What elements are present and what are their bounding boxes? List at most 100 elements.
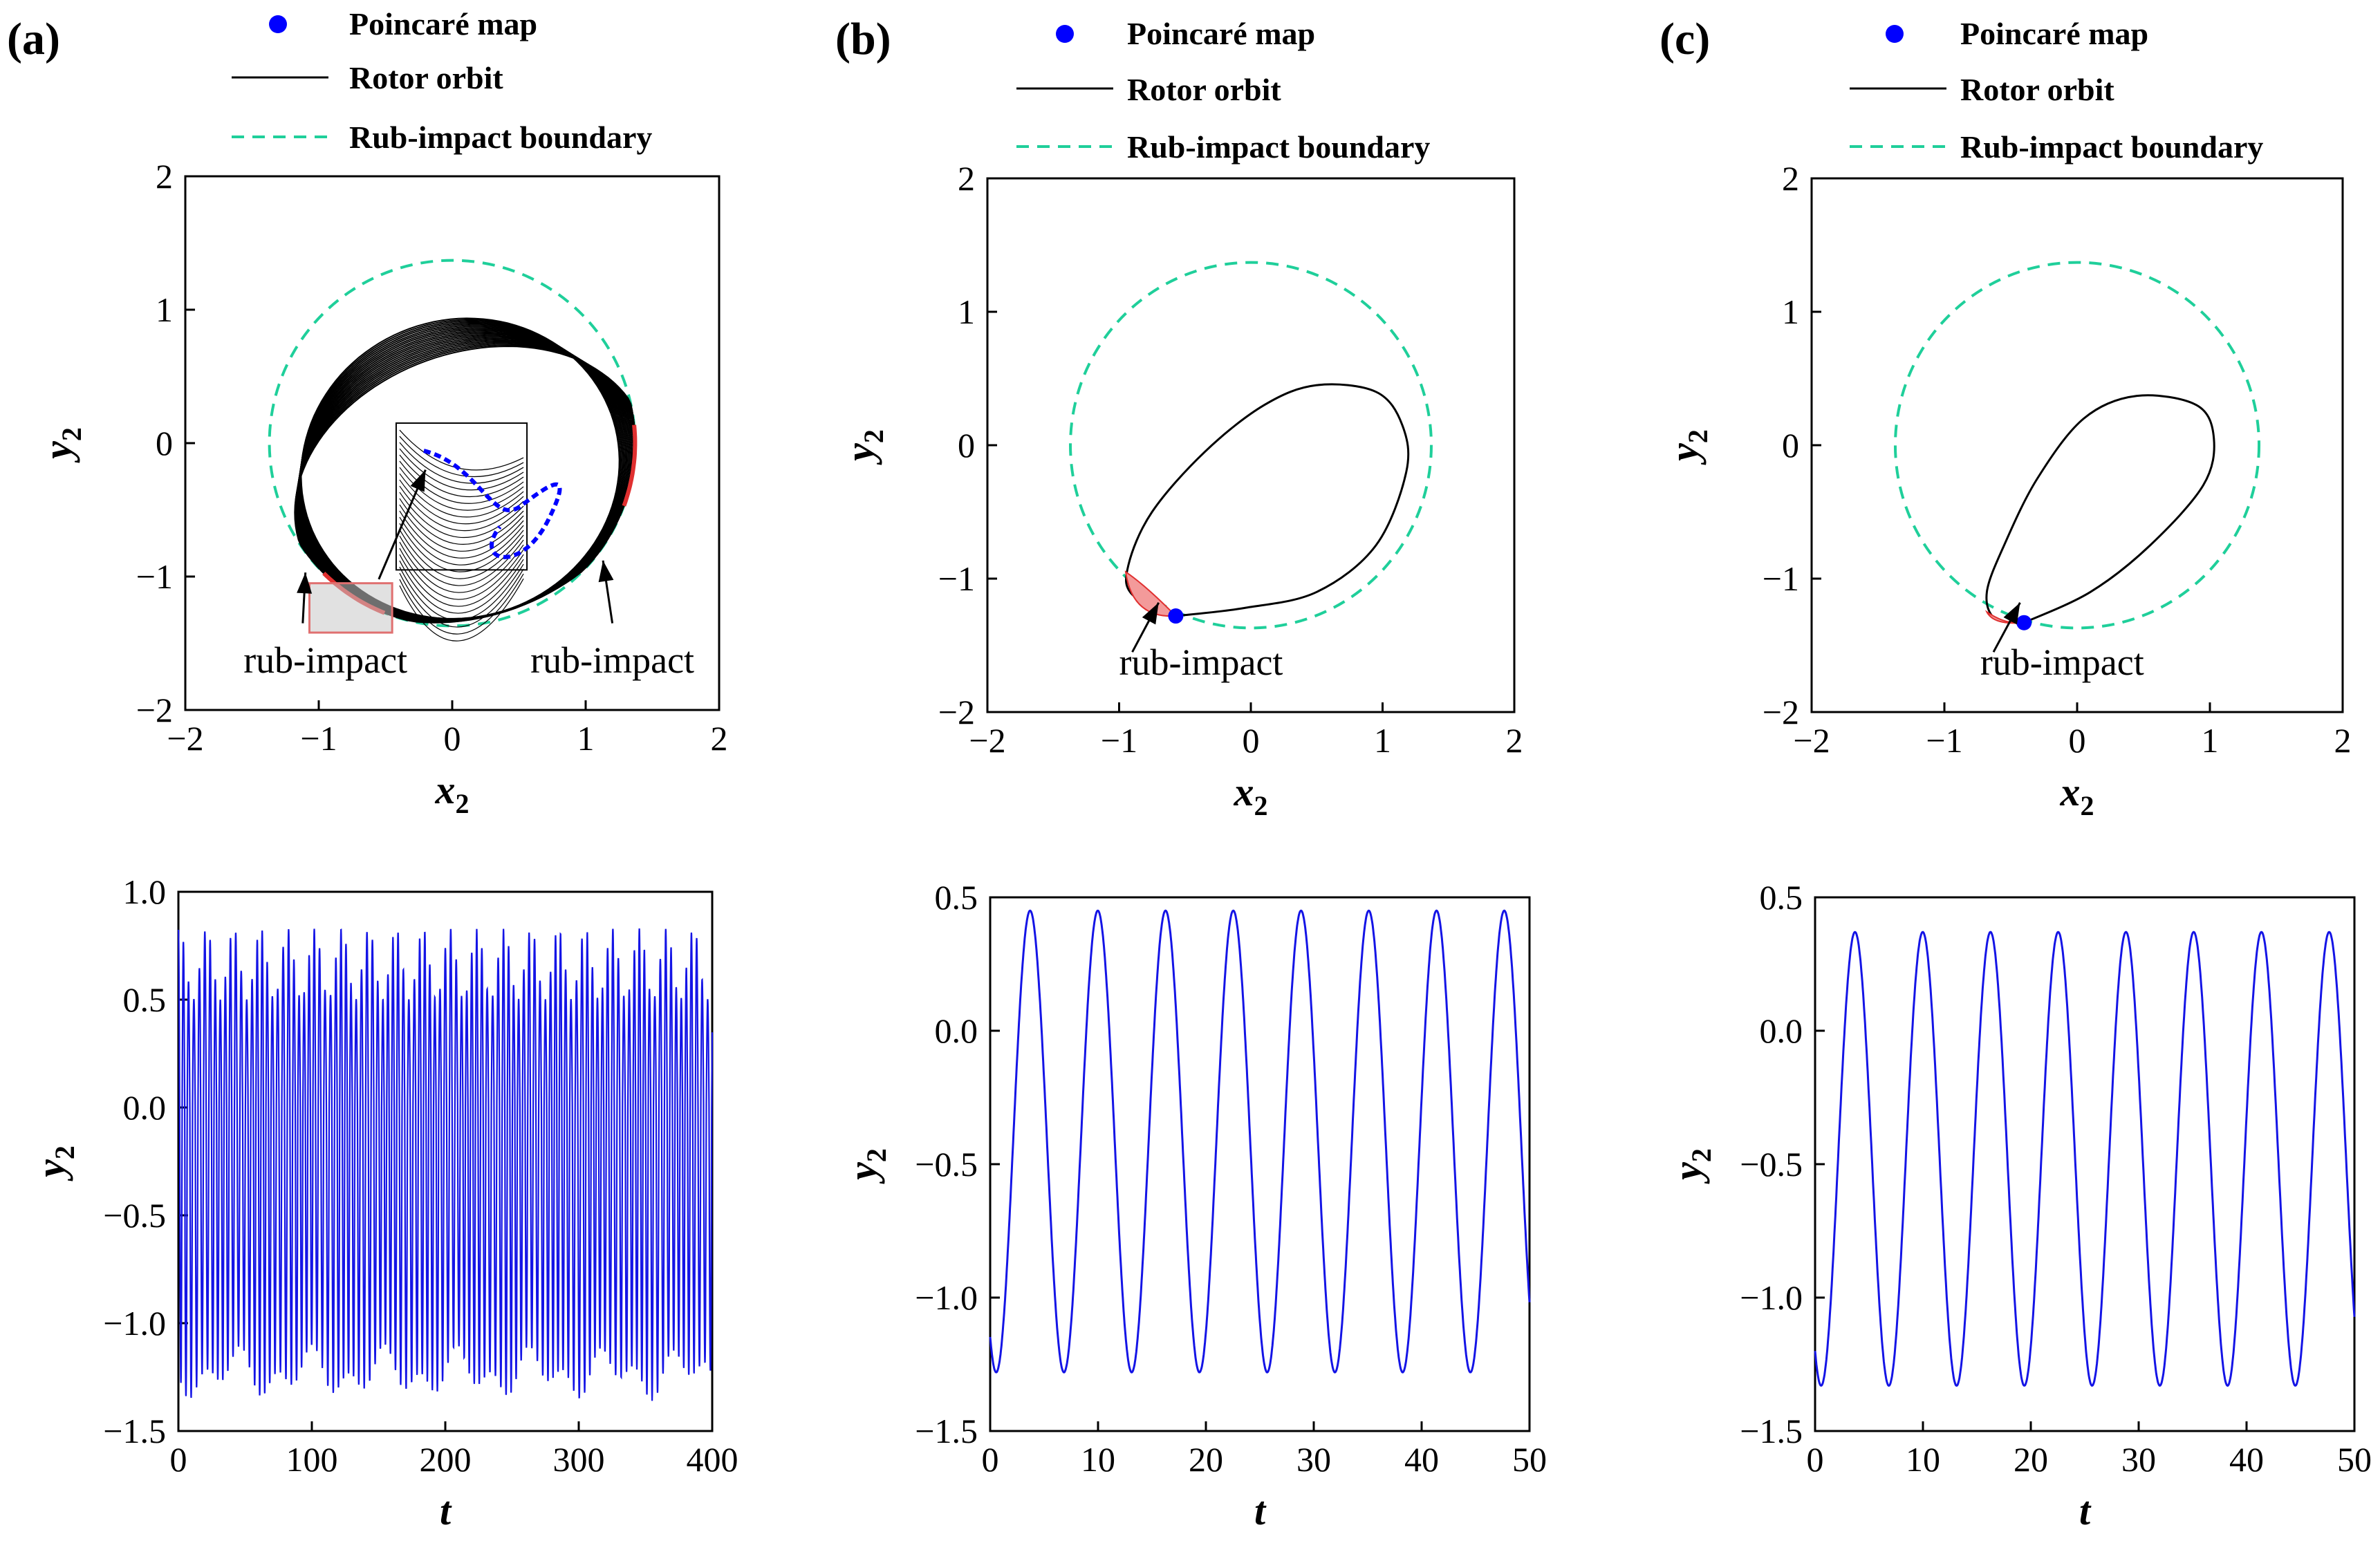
orbit-plot-b: −2 −1 0 1 2 −2 −1 0 1 2 x2 y2 rub-impact [837, 159, 1523, 821]
y-tick-label: 0.0 [1760, 1011, 1803, 1050]
annotation-arrow-head [297, 572, 313, 594]
inset-orbit-line [399, 548, 524, 600]
legend-c: Poincaré map Rotor orbit Rub-impact boun… [1850, 16, 2263, 165]
inset-orbit-line [399, 498, 524, 545]
x-tick-label: 30 [2121, 1440, 2156, 1479]
x-tick-label: −1 [1101, 721, 1137, 760]
x-tick-label: 0 [1243, 721, 1260, 760]
x-tick-label: 40 [2229, 1440, 2264, 1479]
x-tick-label: −1 [300, 719, 337, 758]
inset-orbit-line [399, 568, 524, 628]
y-tick-label: −0.5 [103, 1196, 166, 1235]
annotation-rub-impact: rub-impact [1119, 642, 1283, 683]
annotation-arrow-head [410, 469, 426, 492]
x-axis-label: t [440, 1488, 452, 1533]
inset-orbit-line [399, 559, 524, 614]
zoom-region [308, 582, 393, 634]
y-tick-label: −2 [1763, 693, 1799, 731]
x-tick-label: 1 [577, 719, 595, 758]
rotor-orbit [294, 345, 636, 624]
x-tick-label: 20 [2014, 1440, 2048, 1479]
legend-poincare-marker [269, 15, 287, 33]
y-axis-label: y2 [35, 427, 87, 463]
series-line-y2 [989, 909, 1531, 1374]
legend-poincare-marker [1886, 25, 1904, 43]
y-tick-label: −0.5 [915, 1145, 978, 1184]
y-tick-label: 2 [156, 157, 173, 196]
y-tick-label: −2 [136, 691, 173, 729]
panel-label-b: (b) [835, 14, 891, 64]
x-axis-label: x2 [1234, 769, 1268, 821]
y-tick-label: −0.5 [1740, 1145, 1803, 1184]
x-tick-label: 40 [1404, 1440, 1439, 1479]
legend-boundary-text: Rub-impact boundary [1127, 129, 1430, 165]
x-tick-label: 0 [1807, 1440, 1824, 1479]
y-axis-label: y2 [1665, 1148, 1717, 1184]
y-axis-label: y2 [28, 1146, 80, 1181]
legend-orbit-text: Rotor orbit [349, 60, 503, 95]
inset-orbit-line [399, 448, 524, 491]
y-tick-label: 0.5 [935, 878, 978, 917]
inset-orbit-line [399, 504, 524, 552]
legend-poincare-marker [1056, 25, 1074, 43]
inset-poincare-trace [423, 449, 562, 559]
y-tick-label: 1 [1782, 292, 1799, 331]
legend-orbit-text: Rotor orbit [1127, 72, 1281, 107]
x-tick-label: 100 [286, 1440, 338, 1479]
y-tick-label: 0.5 [123, 980, 167, 1019]
inset-orbit-line [399, 460, 524, 504]
inset-orbit-line [399, 454, 524, 497]
x-tick-label: 50 [1512, 1440, 1547, 1479]
y-tick-label: −1.0 [1740, 1278, 1803, 1317]
rub-impact-region [1124, 570, 1178, 617]
orbit-plot-c: −2 −1 0 1 2 −2 −1 0 1 2 x2 y2 rub-impact [1662, 159, 2352, 821]
rotor-orbit [1985, 394, 2215, 624]
plot-frame [986, 177, 1516, 713]
x-axis-label: x2 [435, 767, 470, 819]
x-tick-label: −2 [167, 719, 203, 758]
x-tick-label: 1 [2202, 721, 2219, 760]
x-tick-label: 0 [982, 1440, 999, 1479]
annotation-arrow-head [598, 560, 614, 583]
x-tick-label: 10 [1906, 1440, 1940, 1479]
x-tick-label: 2 [1506, 721, 1523, 760]
x-tick-label: 0 [170, 1440, 187, 1479]
inset-orbit-line [399, 516, 524, 565]
inset-orbit-line [399, 492, 524, 539]
annotation-rub-impact: rub-impact [530, 639, 694, 681]
y-tick-label: 2 [958, 159, 975, 198]
annotation-rub-impact: rub-impact [1980, 642, 2144, 683]
x-tick-label: 10 [1081, 1440, 1115, 1479]
inset-orbit-line [399, 523, 524, 572]
inset-orbit-line [399, 510, 524, 559]
x-axis-label: x2 [2060, 769, 2094, 821]
plot-frame [1810, 177, 2344, 713]
inset-orbit-line [399, 535, 524, 586]
inset-orbit-line [399, 473, 524, 518]
y-tick-label: 0 [958, 426, 975, 465]
legend-poincare-text: Poincaré map [1960, 16, 2148, 51]
rub-impact-arc [622, 424, 638, 507]
inset-orbit-line [399, 578, 524, 642]
panel-label-c: (c) [1660, 14, 1710, 64]
poincare-point [1168, 608, 1184, 624]
inset-orbit-line [399, 436, 524, 477]
y-tick-label: 1.0 [123, 872, 167, 911]
y-axis-label: y2 [1662, 429, 1713, 465]
x-axis-label: t [1254, 1488, 1267, 1533]
legend-a: Poincaré map Rotor orbit Rub-impact boun… [232, 6, 652, 155]
rub-impact-boundary [1069, 261, 1433, 630]
y-tick-label: −1.5 [103, 1412, 166, 1450]
legend-boundary-text: Rub-impact boundary [349, 120, 652, 155]
inset-orbit-line [399, 554, 524, 607]
y-tick-label: 0.0 [935, 1011, 978, 1050]
y-tick-label: −1.5 [1740, 1412, 1803, 1450]
x-tick-label: 0 [444, 719, 461, 758]
y-tick-label: −1.0 [915, 1278, 978, 1317]
plot-frame [989, 896, 1531, 1432]
x-tick-label: 200 [420, 1440, 472, 1479]
y-axis-label: y2 [840, 1148, 892, 1184]
x-tick-label: 0 [2069, 721, 2086, 760]
y-tick-label: 1 [958, 292, 975, 331]
